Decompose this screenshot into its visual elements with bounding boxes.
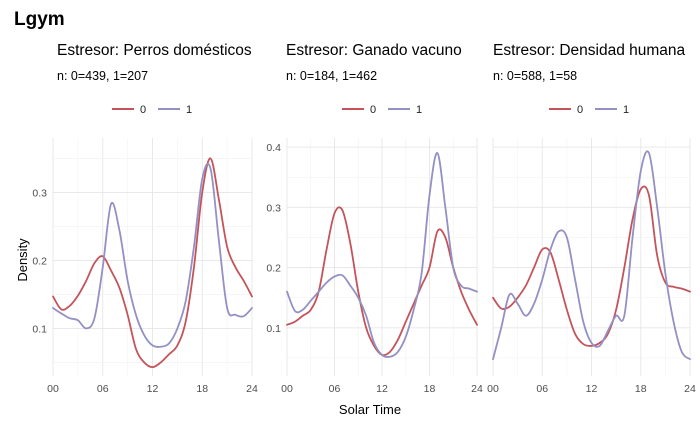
x-tick-label: 12: [586, 383, 598, 395]
panel-2-legend: 0 1: [342, 104, 422, 116]
x-tick-label: 18: [635, 383, 647, 395]
panel-2-subtitle: n: 0=184, 1=462: [286, 69, 377, 83]
figure-title: Lgym: [14, 9, 65, 30]
panel-2-legend-label-0: 0: [370, 104, 376, 116]
x-axis-title: Solar Time: [339, 402, 401, 417]
y-tick-label: 0.4: [266, 142, 281, 154]
panel-1-legend: 0 1: [112, 104, 192, 116]
panel-1-legend-label-0: 0: [140, 104, 146, 116]
y-tick-label: 0.3: [32, 187, 47, 199]
x-tick-label: 00: [47, 383, 59, 395]
y-tick-label: 0.3: [266, 202, 281, 214]
x-tick-label: 00: [281, 383, 293, 395]
panel-3-title: Estresor: Densidad humana: [493, 42, 686, 59]
y-tick-label: 0.1: [266, 323, 281, 335]
series-line-0: [492, 185, 691, 347]
panel-3-legend-label-0: 0: [577, 104, 583, 116]
x-tick-label: 00: [487, 383, 499, 395]
panel-1: Estresor: Perros domésticos n: 0=439, 1=…: [32, 42, 258, 395]
panel-1-plot: 00 06 12 18 24 0.1 0.2 0.3: [32, 138, 258, 395]
panel-3: Estresor: Densidad humana n: 0=588, 1=58…: [487, 42, 696, 395]
x-tick-label: 24: [471, 383, 483, 395]
x-tick-label: 24: [246, 383, 258, 395]
panel-1-legend-label-1: 1: [186, 104, 192, 116]
x-tick-label: 06: [536, 383, 548, 395]
x-tick-label: 06: [329, 383, 341, 395]
x-tick-label: 12: [376, 383, 388, 395]
x-tick-label: 12: [147, 383, 159, 395]
panel-2: Estresor: Ganado vacuno n: 0=184, 1=462 …: [266, 42, 483, 395]
panel-3-legend-label-1: 1: [623, 104, 629, 116]
panel-1-title: Estresor: Perros domésticos: [57, 42, 252, 59]
y-tick-label: 0.1: [32, 323, 47, 335]
panel-3-plot: 00 06 12 18 24: [487, 138, 696, 395]
panel-3-legend: 0 1: [549, 104, 629, 116]
y-axis-title: Density: [15, 238, 30, 282]
panel-2-title: Estresor: Ganado vacuno: [286, 42, 462, 59]
y-tick-label: 0.2: [32, 255, 47, 267]
x-tick-label: 06: [97, 383, 109, 395]
panel-2-legend-label-1: 1: [416, 104, 422, 116]
series-line-1: [52, 163, 253, 348]
panel-3-subtitle: n: 0=588, 1=58: [493, 69, 577, 83]
series-line-0: [52, 157, 253, 369]
panel-2-plot: 00 06 12 18 24 0.1 0.2 0.3 0.4: [266, 138, 483, 395]
series-line-1: [286, 152, 478, 358]
x-tick-label: 18: [196, 383, 208, 395]
x-tick-label: 24: [684, 383, 696, 395]
panel-1-subtitle: n: 0=439, 1=207: [57, 69, 148, 83]
series-line-1: [492, 150, 691, 361]
x-tick-label: 18: [424, 383, 436, 395]
y-tick-label: 0.2: [266, 263, 281, 275]
